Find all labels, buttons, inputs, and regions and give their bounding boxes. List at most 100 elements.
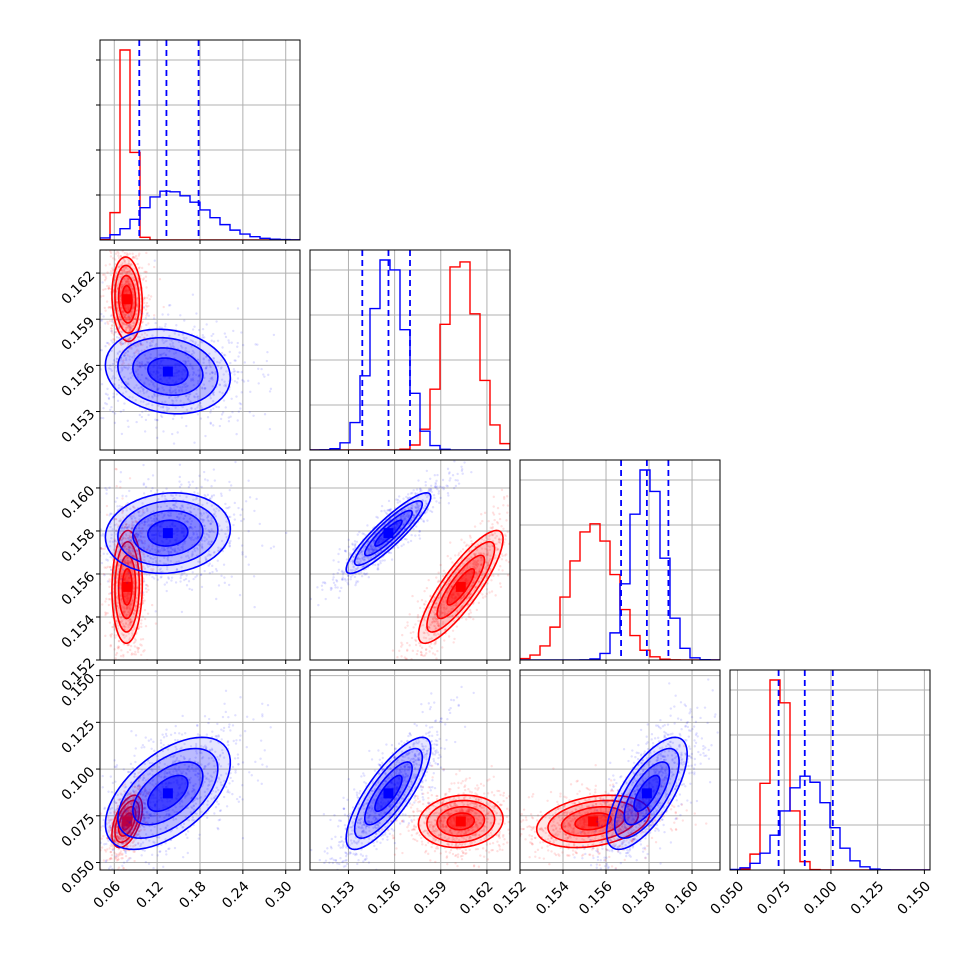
sample-point xyxy=(116,399,120,403)
sample-point xyxy=(130,620,133,624)
sample-point xyxy=(408,613,411,616)
sample-point xyxy=(473,566,477,569)
sample-point xyxy=(115,595,118,598)
sample-point xyxy=(128,638,131,642)
sample-point xyxy=(353,540,357,543)
sample-point xyxy=(169,345,173,348)
sample-point xyxy=(203,524,206,528)
sample-point xyxy=(416,613,420,617)
sample-point xyxy=(138,361,142,364)
sample-point xyxy=(443,611,446,614)
sample-point xyxy=(360,550,364,554)
sample-point xyxy=(387,551,391,554)
sample-point xyxy=(167,304,171,307)
sample-point xyxy=(463,461,466,464)
sample-point xyxy=(120,283,124,286)
sample-point xyxy=(217,405,221,409)
sample-point xyxy=(125,534,128,537)
sample-point xyxy=(188,526,191,529)
sample-point xyxy=(123,261,127,264)
sample-point xyxy=(206,415,210,419)
sample-point xyxy=(128,477,132,480)
sample-point xyxy=(133,256,137,259)
sample-point xyxy=(437,579,440,582)
sample-point xyxy=(178,389,181,393)
sample-point xyxy=(144,367,147,371)
sample-point xyxy=(143,381,146,384)
sample-point xyxy=(91,383,93,385)
sample-point xyxy=(219,417,223,421)
sample-point xyxy=(128,540,131,543)
sample-point xyxy=(517,518,519,520)
sample-point xyxy=(119,581,122,585)
sample-point xyxy=(122,354,126,357)
sample-point xyxy=(140,360,144,364)
sample-point xyxy=(127,526,130,529)
sample-point xyxy=(146,554,149,558)
sample-point xyxy=(176,396,179,399)
sample-point xyxy=(80,351,82,353)
sample-point xyxy=(169,551,173,554)
sample-point xyxy=(94,337,96,339)
sample-point xyxy=(165,487,168,490)
sample-point xyxy=(118,504,121,508)
sample-point xyxy=(199,573,202,576)
sample-point xyxy=(235,395,238,398)
sample-point xyxy=(184,520,187,523)
sample-point xyxy=(145,548,149,552)
sample-point xyxy=(173,496,176,500)
sample-point xyxy=(469,536,472,539)
sample-point xyxy=(136,376,139,379)
sample-point xyxy=(206,514,210,517)
sample-point xyxy=(192,383,195,387)
sample-point xyxy=(139,343,143,347)
sample-point xyxy=(113,539,117,543)
sample-point xyxy=(169,546,173,549)
sample-point xyxy=(443,639,446,642)
sample-point xyxy=(433,595,436,599)
sample-point xyxy=(158,326,161,329)
sample-point xyxy=(134,606,137,610)
sample-point xyxy=(124,387,127,390)
sample-point xyxy=(159,567,162,570)
sample-point xyxy=(139,550,142,554)
sample-point xyxy=(410,519,413,522)
sample-point xyxy=(123,610,127,613)
sample-point xyxy=(190,588,194,592)
sample-point xyxy=(139,400,143,403)
sample-point xyxy=(351,559,355,562)
sample-point xyxy=(202,470,206,474)
sample-point xyxy=(121,572,124,575)
sample-point xyxy=(179,386,182,389)
sample-point xyxy=(142,483,145,487)
sample-point xyxy=(119,320,122,323)
y-tick-label: 0.159 xyxy=(59,314,99,354)
sample-point xyxy=(207,549,211,553)
sample-point xyxy=(118,531,122,535)
sample-point xyxy=(240,519,243,523)
sample-point xyxy=(147,544,150,547)
sample-point xyxy=(241,378,244,382)
sample-point xyxy=(120,519,123,522)
sample-point xyxy=(446,467,450,471)
sample-point xyxy=(111,341,114,344)
sample-point xyxy=(133,279,136,282)
sample-point xyxy=(94,350,96,352)
sample-point xyxy=(122,313,125,316)
sample-point xyxy=(234,359,237,362)
sample-point xyxy=(120,542,124,546)
sample-point xyxy=(225,506,228,510)
sample-point xyxy=(147,304,150,308)
sample-point xyxy=(479,556,483,560)
sample-point xyxy=(224,502,227,506)
sample-point xyxy=(247,563,250,566)
sample-point xyxy=(184,361,187,364)
sample-point xyxy=(375,665,377,667)
sample-point xyxy=(110,330,113,333)
sample-point xyxy=(169,560,172,563)
sample-point xyxy=(159,406,163,409)
sample-point xyxy=(144,366,147,369)
sample-point xyxy=(149,295,153,298)
sample-point xyxy=(119,616,123,620)
sample-point xyxy=(457,482,461,485)
